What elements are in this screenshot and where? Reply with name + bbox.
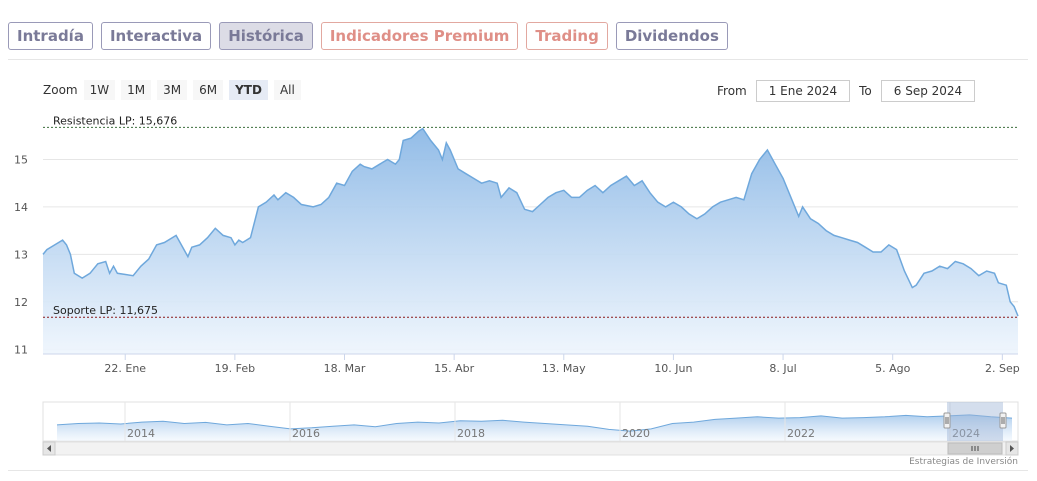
tab-historica[interactable]: Histórica <box>219 22 313 50</box>
chart-tabs: Intradía Interactiva Histórica Indicador… <box>8 22 728 50</box>
tab-trading[interactable]: Trading <box>526 22 608 50</box>
tab-dividendos[interactable]: Dividendos <box>615 22 728 50</box>
y-tick-label: 15 <box>14 153 28 166</box>
x-tick-label: 22. Ene <box>104 362 146 375</box>
zoom-3m-button[interactable]: 3M <box>157 80 188 100</box>
y-tick-label: 14 <box>14 201 28 214</box>
zoom-1w-button[interactable]: 1W <box>83 80 116 100</box>
arrow-left-icon <box>47 445 51 452</box>
navigator-year-label: 2024 <box>952 427 980 440</box>
zoom-label: Zoom <box>43 83 78 97</box>
to-date-input[interactable]: 6 Sep 2024 <box>880 80 976 102</box>
x-tick-label: 8. Jul <box>769 362 796 375</box>
to-label: To <box>859 84 872 98</box>
arrow-right-icon <box>1010 445 1014 452</box>
x-tick-label: 15. Abr <box>434 362 474 375</box>
x-tick-label: 2. Sep <box>985 362 1020 375</box>
y-tick-label: 12 <box>14 296 28 309</box>
navigator-year-label: 2014 <box>127 427 155 440</box>
navigator-year-label: 2022 <box>787 427 815 440</box>
x-tick-label: 13. May <box>542 362 586 375</box>
navigator-year-label: 2020 <box>622 427 650 440</box>
y-tick-label: 13 <box>14 248 28 261</box>
navigator-handle-left[interactable] <box>943 412 951 429</box>
zoom-selector: Zoom 1W 1M 3M 6M YTD All <box>43 80 307 100</box>
navigator-year-label: 2018 <box>457 427 485 440</box>
resistance-label: Resistencia LP: 15,676 <box>53 114 177 127</box>
price-area <box>43 128 1018 354</box>
price-line <box>42 127 1019 317</box>
x-tick-label: 18. Mar <box>324 362 366 375</box>
tab-interactiva[interactable]: Interactiva <box>100 22 212 50</box>
x-tick-label: 10. Jun <box>654 362 692 375</box>
zoom-1m-button[interactable]: 1M <box>121 80 152 100</box>
x-tick-label: 5. Ago <box>875 362 910 375</box>
chart-credit[interactable]: Estrategias de Inversión <box>909 457 1018 467</box>
navigator-year-label: 2016 <box>292 427 320 440</box>
zoom-all-button[interactable]: All <box>273 80 301 100</box>
x-tick-label: 19. Feb <box>215 362 255 375</box>
scrollbar-track[interactable] <box>42 441 1019 456</box>
y-tick-label: 11 <box>14 343 28 356</box>
bottom-divider <box>8 470 1028 471</box>
navigator-area <box>57 414 1012 441</box>
tab-intradia[interactable]: Intradía <box>8 22 93 50</box>
support-label: Soporte LP: 11,675 <box>53 304 158 317</box>
tab-indicadores-premium[interactable]: Indicadores Premium <box>320 22 519 50</box>
from-label: From <box>717 84 747 98</box>
navigator-line <box>56 414 1013 432</box>
zoom-ytd-button[interactable]: YTD <box>229 80 268 100</box>
navigator-handle-right[interactable] <box>999 412 1007 429</box>
tabs-divider <box>8 59 1028 60</box>
from-date-input[interactable]: 1 Ene 2024 <box>755 80 851 102</box>
zoom-6m-button[interactable]: 6M <box>193 80 224 100</box>
navigator-selection[interactable] <box>947 402 1003 441</box>
date-range: From 1 Ene 2024 To 6 Sep 2024 <box>717 80 976 102</box>
